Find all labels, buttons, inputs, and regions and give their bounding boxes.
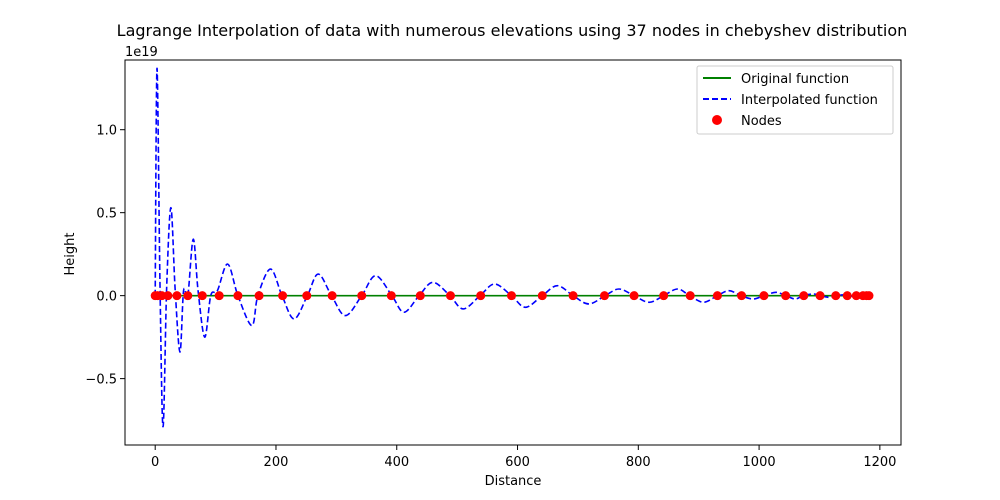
node-point: [506, 291, 516, 301]
node-point: [278, 291, 288, 301]
node-point: [357, 291, 367, 301]
x-tick-label: 400: [384, 455, 409, 470]
node-point: [537, 291, 547, 301]
x-tick-label: 0: [151, 455, 159, 470]
x-tick-label: 600: [505, 455, 530, 470]
node-point: [599, 291, 609, 301]
node-point: [386, 291, 396, 301]
node-point: [327, 291, 337, 301]
node-point: [568, 291, 578, 301]
plot-area-frame: [124, 59, 902, 446]
legend-label-original: Original function: [741, 72, 849, 87]
node-point: [851, 291, 861, 301]
node-point: [197, 291, 207, 301]
x-tick-label: 1200: [863, 455, 896, 470]
legend-label-interpolated: Interpolated function: [741, 93, 878, 108]
node-point: [864, 291, 874, 301]
x-axis-label: Distance: [485, 474, 542, 489]
node-point: [712, 291, 722, 301]
node-point: [831, 291, 841, 301]
nodes-layer: [150, 291, 874, 301]
node-point: [685, 291, 695, 301]
x-tick-label: 200: [264, 455, 289, 470]
node-point: [759, 291, 769, 301]
legend: Original function Interpolated function …: [696, 65, 894, 135]
legend-label-nodes: Nodes: [741, 114, 782, 129]
y-offset-label: 1e19: [125, 45, 158, 60]
node-point: [629, 291, 639, 301]
node-point: [233, 291, 243, 301]
node-point: [214, 291, 224, 301]
node-point: [781, 291, 791, 301]
x-tick-label: 800: [626, 455, 651, 470]
y-tick-label: 1.0: [96, 124, 117, 139]
y-axis-label: Height: [63, 233, 78, 276]
legend-marker-nodes: [712, 115, 722, 125]
node-point: [172, 291, 182, 301]
node-point: [476, 291, 486, 301]
node-point: [415, 291, 425, 301]
x-axis: 0 200 400 600 800 1000 1200: [151, 445, 896, 470]
node-point: [737, 291, 747, 301]
legend-frame: [696, 65, 894, 135]
x-tick-label: 1000: [743, 455, 776, 470]
node-point: [302, 291, 312, 301]
y-tick-label: 0.5: [96, 207, 117, 222]
node-point: [815, 291, 825, 301]
chart-title: Lagrange Interpolation of data with nume…: [117, 21, 908, 40]
y-tick-label: −0.5: [85, 373, 117, 388]
y-axis: −0.5 0.0 0.5 1.0: [85, 124, 125, 388]
node-point: [163, 291, 173, 301]
node-point: [659, 291, 669, 301]
node-point: [799, 291, 809, 301]
node-point: [254, 291, 264, 301]
node-point: [445, 291, 455, 301]
node-point: [842, 291, 852, 301]
y-tick-label: 0.0: [96, 290, 117, 305]
node-point: [183, 291, 193, 301]
